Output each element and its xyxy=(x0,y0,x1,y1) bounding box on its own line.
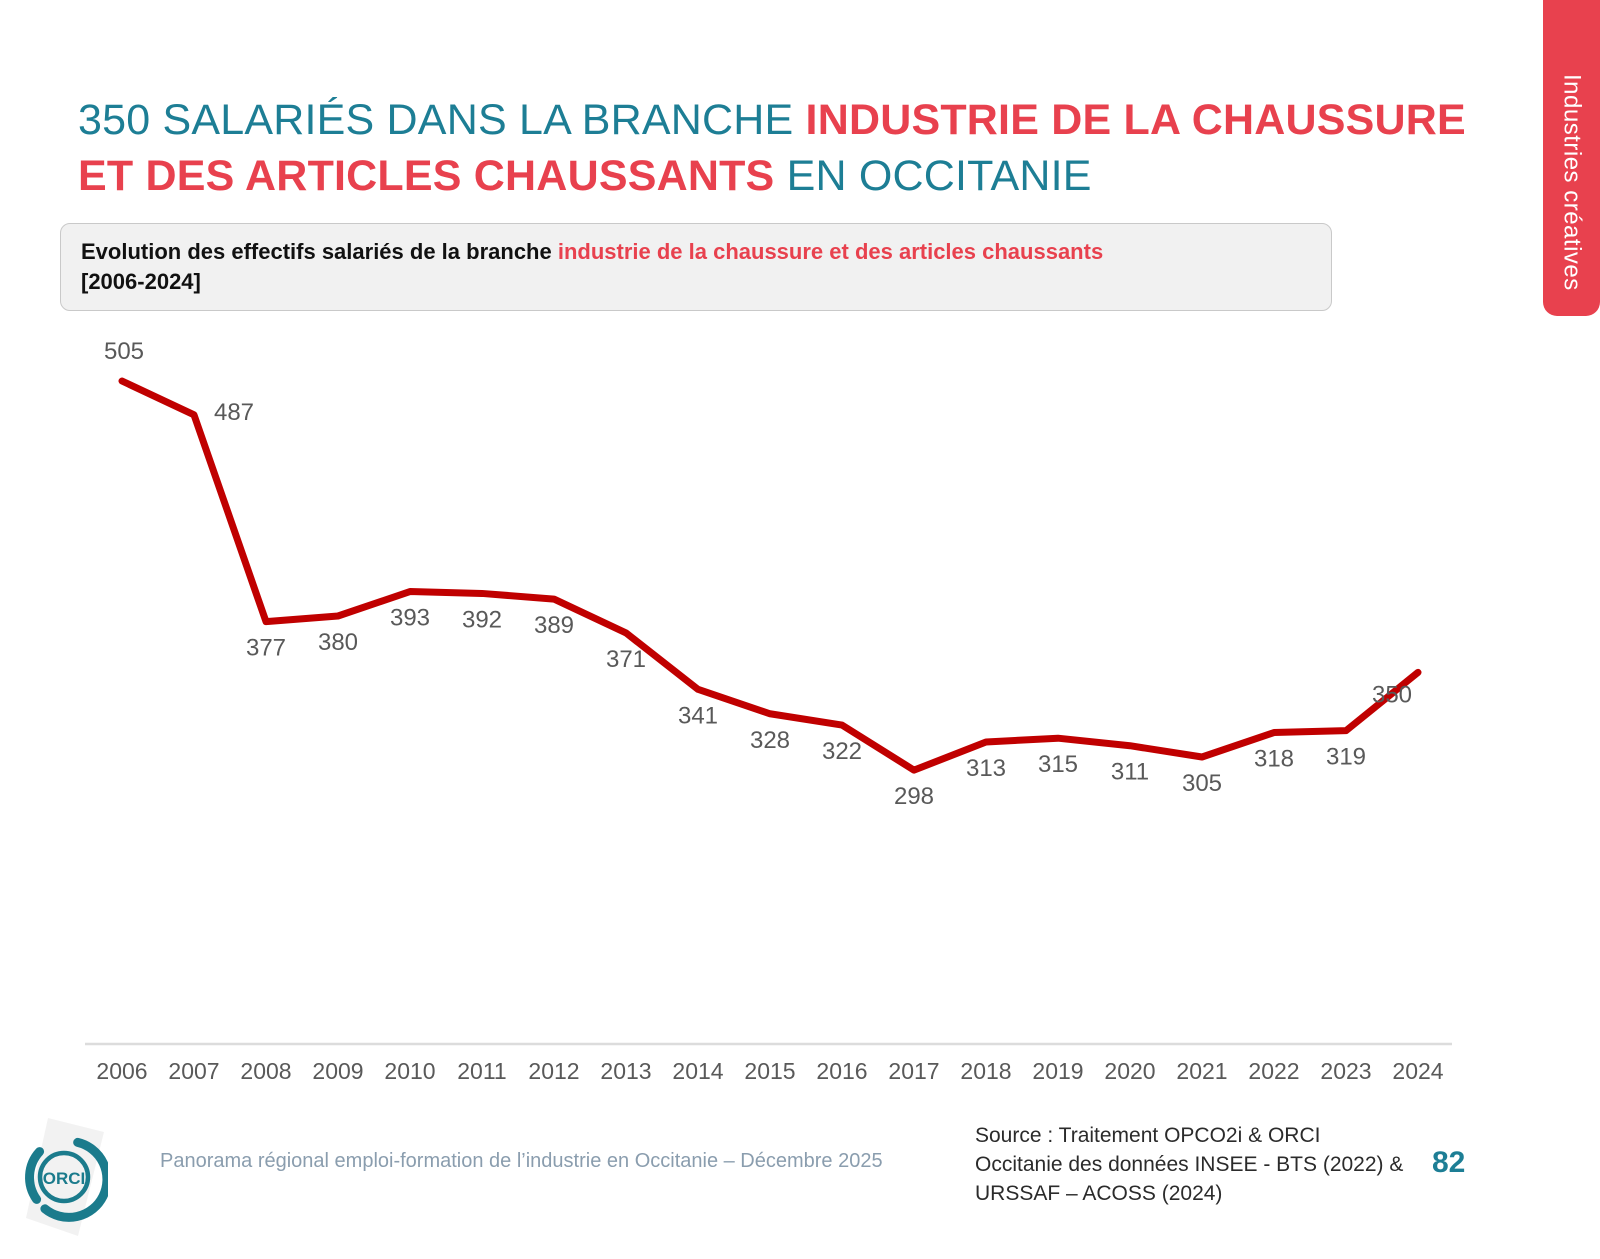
x-tick-label: 2012 xyxy=(528,1058,579,1084)
title-teal-1: 350 SALARIÉS DANS LA BRANCHE xyxy=(78,95,806,144)
data-label: 393 xyxy=(390,605,430,632)
x-tick-label: 2015 xyxy=(744,1058,795,1084)
data-label: 315 xyxy=(1038,751,1078,778)
page-number: 82 xyxy=(1432,1146,1466,1179)
source-line: URSSAF – ACOSS (2024) xyxy=(975,1181,1223,1205)
logo-text: ORCI xyxy=(43,1169,86,1188)
data-label: 380 xyxy=(318,629,358,656)
data-label: 311 xyxy=(1111,759,1149,786)
title-red-1: INDUSTRIE DE LA CHAUSSURE xyxy=(805,95,1466,144)
data-label: 318 xyxy=(1254,746,1294,773)
data-label: 350 xyxy=(1372,681,1412,708)
x-tick-label: 2023 xyxy=(1320,1058,1371,1084)
logo-inner-ring xyxy=(37,1150,91,1204)
data-label: 389 xyxy=(534,612,574,639)
chart-title-black: Evolution des effectifs salariés de la b… xyxy=(81,239,558,264)
data-label: 392 xyxy=(462,606,502,633)
source-line: Source : Traitement OPCO2i & ORCI xyxy=(975,1124,1321,1147)
data-label: 377 xyxy=(246,635,286,662)
chart-title-red: industrie de la chaussure et des article… xyxy=(557,239,1104,264)
chart-title-bracket: [2006-2024] xyxy=(81,268,201,294)
section-tab-label: Industries créatives xyxy=(1558,73,1586,291)
x-tick-label: 2020 xyxy=(1104,1058,1155,1084)
data-label: 341 xyxy=(678,702,718,729)
x-tick-label: 2024 xyxy=(1392,1058,1443,1084)
section-tab-industries-creatives: Industries créatives xyxy=(1543,0,1600,316)
x-tick-label: 2013 xyxy=(600,1058,651,1084)
data-label: 305 xyxy=(1182,770,1222,797)
x-tick-label: 2009 xyxy=(312,1058,363,1084)
x-tick-label: 2006 xyxy=(96,1058,147,1084)
chart-title-box: Evolution des effectifs salariés de la b… xyxy=(60,223,1332,312)
x-tick-label: 2011 xyxy=(457,1058,506,1084)
logo-outer-arc-right xyxy=(40,1137,112,1222)
x-tick-label: 2014 xyxy=(672,1058,723,1084)
source-line: Occitanie des données INSEE - BTS (2022)… xyxy=(975,1152,1404,1176)
title-red-2: ET DES ARTICLES CHAUSSANTS xyxy=(78,151,775,200)
data-label: 505 xyxy=(104,338,144,365)
title-teal-2: EN OCCITANIE xyxy=(774,151,1092,200)
source-text: Source : Traitement OPCO2i & ORCI Occita… xyxy=(975,1122,1425,1209)
chart-title-line1: Evolution des effectifs salariés de la b… xyxy=(81,237,1311,267)
x-tick-label: 2008 xyxy=(240,1058,291,1084)
x-tick-label: 2007 xyxy=(168,1058,219,1084)
series-line xyxy=(118,377,1422,774)
data-label: 328 xyxy=(750,727,790,754)
footer-caption: Panorama régional emploi-formation de l’… xyxy=(160,1150,883,1172)
page-title: 350 SALARIÉS DANS LA BRANCHE INDUSTRIE D… xyxy=(78,93,1478,205)
data-label: 298 xyxy=(894,783,934,810)
data-label: 313 xyxy=(966,755,1006,782)
data-label: 319 xyxy=(1326,744,1366,771)
x-tick-label: 2017 xyxy=(888,1058,939,1084)
x-tick-label: 2018 xyxy=(960,1058,1011,1084)
x-tick-label: 2016 xyxy=(816,1058,867,1084)
x-tick-label: 2010 xyxy=(384,1058,435,1084)
x-tick-label: 2022 xyxy=(1248,1058,1299,1084)
x-tick-label: 2019 xyxy=(1032,1058,1083,1084)
orci-logo: ORCI xyxy=(20,1116,112,1238)
x-tick-label: 2021 xyxy=(1176,1058,1227,1084)
logo-outer-arc-left xyxy=(25,1147,45,1204)
data-label: 371 xyxy=(606,646,646,673)
data-label: 487 xyxy=(214,399,254,426)
data-label: 322 xyxy=(822,738,862,765)
